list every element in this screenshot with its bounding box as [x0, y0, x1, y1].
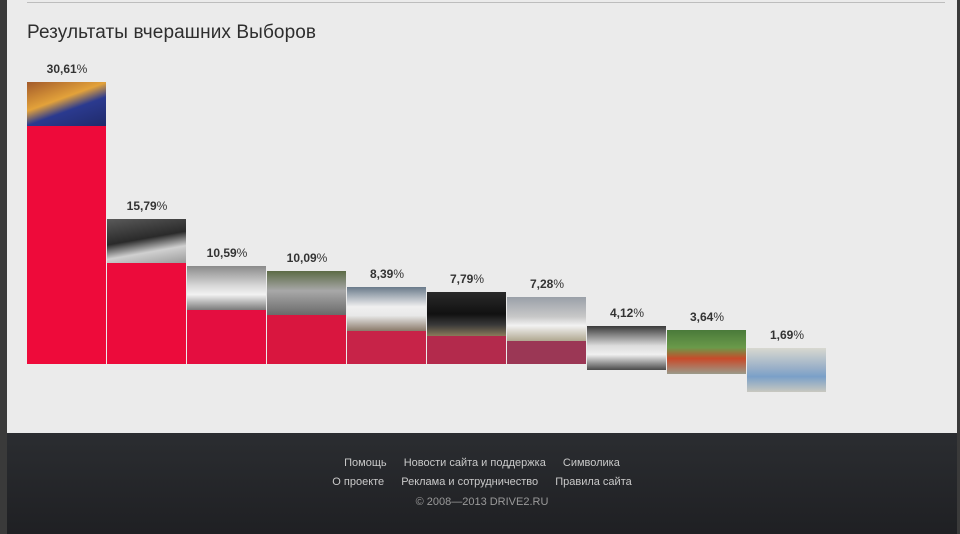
- page: Результаты вчерашних Выборов 30,61% 15,79…: [7, 0, 957, 534]
- bar-value-label: 4,12%: [587, 306, 667, 320]
- car-photo-black-suv[interactable]: [427, 292, 506, 336]
- footer-link-symbols[interactable]: Символика: [562, 457, 620, 469]
- bar-value-label: 10,59%: [187, 246, 267, 260]
- bar-value-number: 1,69: [769, 328, 794, 342]
- footer: Помощь Новости сайта и поддержка Символи…: [7, 433, 957, 534]
- bar-value-percent-sign: %: [76, 62, 88, 76]
- footer-links-row-2: О проекте Реклама и сотрудничество Прави…: [7, 476, 957, 488]
- bar: [427, 336, 506, 364]
- bar-value-number: 15,79: [126, 199, 157, 213]
- bar-value-number: 4,12: [609, 306, 634, 320]
- bar-value-number: 30,61: [46, 62, 77, 76]
- bar: [267, 315, 346, 364]
- bar: [347, 331, 426, 364]
- bar-value-percent-sign: %: [236, 246, 248, 260]
- footer-link-news-support[interactable]: Новости сайта и поддержка: [403, 457, 546, 469]
- car-photo-white-coupe[interactable]: [507, 297, 586, 341]
- bar: [507, 341, 586, 364]
- page-title: Результаты вчерашних Выборов: [27, 22, 317, 43]
- bar-value-label: 1,69%: [747, 328, 827, 342]
- car-photo-white-sedan[interactable]: [187, 266, 266, 310]
- bar-value-percent-sign: %: [713, 310, 725, 324]
- footer-links-row-1: Помощь Новости сайта и поддержка Символи…: [7, 457, 957, 469]
- bar-value-number: 7,79: [449, 272, 474, 286]
- bar: [107, 263, 186, 364]
- bar-value-label: 10,09%: [267, 251, 347, 265]
- bar-value-percent-sign: %: [393, 267, 405, 281]
- bar-value-percent-sign: %: [156, 199, 168, 213]
- copyright: © 2008—2013 DRIVE2.RU: [415, 496, 549, 508]
- bar-value-label: 15,79%: [107, 199, 187, 213]
- bar-value-number: 8,39: [369, 267, 394, 281]
- bar: [187, 310, 266, 364]
- bar-value-label: 3,64%: [667, 310, 747, 324]
- bar-value-label: 7,79%: [427, 272, 507, 286]
- car-photo-red-hatchback[interactable]: [667, 330, 746, 374]
- bar-value-percent-sign: %: [473, 272, 485, 286]
- bar-value-percent-sign: %: [553, 277, 565, 291]
- bar-value-label: 8,39%: [347, 267, 427, 281]
- bar-value-number: 3,64: [689, 310, 714, 324]
- car-photo-silver-minivan[interactable]: [267, 271, 346, 315]
- car-photo-white-hatchback[interactable]: [587, 326, 666, 370]
- footer-link-help[interactable]: Помощь: [344, 457, 387, 469]
- footer-link-rules[interactable]: Правила сайта: [555, 476, 632, 488]
- bar-value-number: 10,09: [286, 251, 317, 265]
- car-photo-blue-sedan[interactable]: [27, 82, 106, 126]
- results-bar-chart: 30,61% 15,79% 10,59% 10,09% 8,39% 7,79% 7,28% 4…: [7, 0, 957, 430]
- bar-value-percent-sign: %: [793, 328, 805, 342]
- bar: [27, 126, 106, 364]
- bar-value-percent-sign: %: [633, 306, 645, 320]
- bar-value-label: 7,28%: [507, 277, 587, 291]
- car-photo-black-sports[interactable]: [107, 219, 186, 263]
- bar-value-label: 30,61%: [27, 62, 107, 76]
- bar-value-percent-sign: %: [316, 251, 328, 265]
- footer-link-about[interactable]: О проекте: [332, 476, 385, 488]
- bar-value-number: 10,59: [206, 246, 237, 260]
- car-photo-blue-hatchback[interactable]: [747, 348, 826, 392]
- bar-value-number: 7,28: [529, 277, 554, 291]
- footer-link-ads[interactable]: Реклама и сотрудничество: [401, 476, 539, 488]
- top-divider: [27, 2, 945, 3]
- car-photo-white-crossover[interactable]: [347, 287, 426, 331]
